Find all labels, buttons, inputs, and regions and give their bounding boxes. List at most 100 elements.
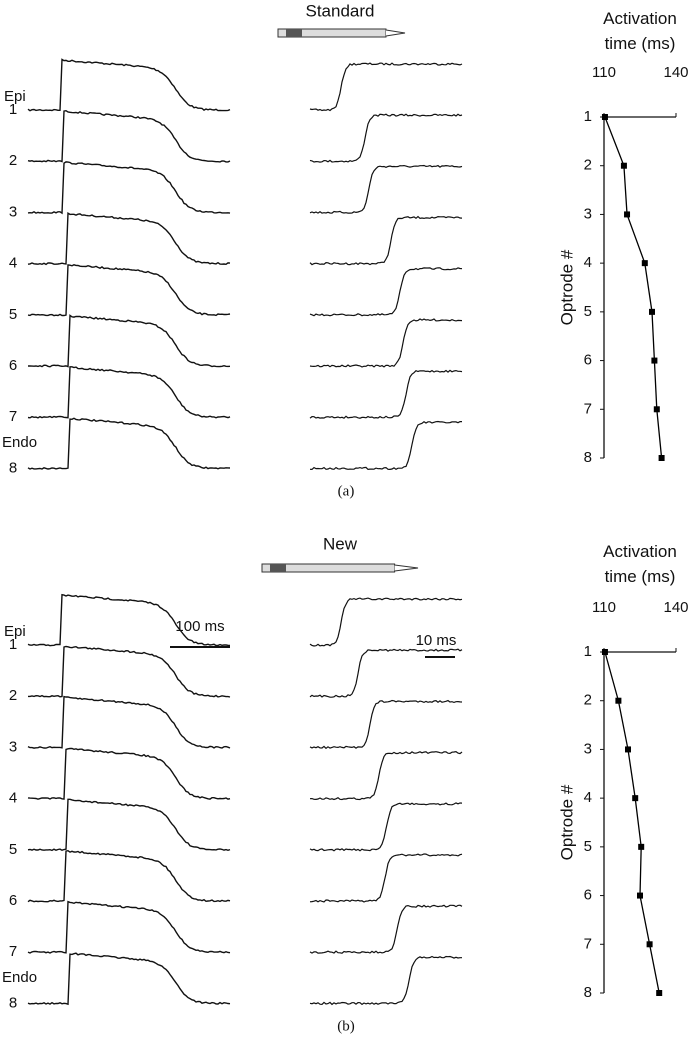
activation-point: [624, 211, 631, 218]
x-tick-label: 140: [663, 599, 688, 616]
y-tick-label: 6: [584, 352, 592, 369]
x-tick-label: 110: [592, 599, 616, 616]
x-tick-label: 110: [592, 64, 616, 81]
probe-tip: [394, 564, 419, 572]
activation-point: [625, 746, 631, 753]
y-tick-label: 3: [584, 205, 592, 222]
y-tick-label: 6: [584, 887, 592, 904]
upstroke-trace: [309, 62, 463, 112]
upstroke-trace: [309, 853, 463, 903]
upstroke-trace: [309, 164, 463, 214]
activation-point: [649, 308, 655, 315]
activation-point: [601, 649, 608, 655]
channel-label: 6: [9, 357, 17, 374]
action-potential: [27, 695, 231, 749]
y-tick-label: 5: [584, 303, 592, 320]
action-potential: [28, 314, 231, 368]
upstroke-trace: [309, 318, 463, 368]
surface-label: Endo: [2, 434, 37, 451]
probe-title: New: [323, 534, 358, 553]
x-tick-label: 140: [663, 64, 688, 81]
activation-point: [632, 795, 639, 802]
activation-point: [601, 114, 608, 120]
activation-point: [638, 843, 645, 850]
activation-point: [620, 162, 627, 169]
surface-label: Endo: [2, 969, 37, 986]
upstroke-trace: [309, 802, 463, 852]
channel-label: 1: [9, 636, 17, 653]
upstroke-trace: [309, 750, 463, 801]
activation-line: [604, 116, 663, 459]
activation-point: [658, 455, 665, 461]
axis-title: Activation time (ms): [603, 9, 677, 53]
channel-label: 6: [9, 892, 17, 909]
y-tick-label: 2: [584, 692, 592, 709]
channel-label: 4: [9, 255, 17, 272]
y-tick-label: 5: [584, 838, 592, 855]
channel-label: 3: [9, 738, 17, 755]
activation-point: [653, 406, 660, 413]
y-tick-label: 1: [584, 108, 592, 125]
action-potential: [28, 645, 231, 698]
axis-title: Activation time (ms): [603, 542, 677, 586]
activation-point: [646, 941, 653, 948]
upstroke-trace: [309, 215, 463, 266]
channel-label: 2: [9, 152, 17, 169]
action-potential: [27, 798, 231, 852]
surface-label: Epi: [4, 88, 26, 105]
action-potential: [27, 849, 231, 903]
y-axis-label: Optrode #: [557, 784, 576, 860]
channel-label: 5: [9, 306, 17, 323]
upstroke-trace: [309, 648, 463, 698]
channel-label: 5: [9, 841, 17, 858]
action-potential: [27, 211, 231, 266]
y-tick-label: 4: [584, 254, 592, 271]
upstroke-trace: [309, 955, 462, 1006]
y-tick-label: 8: [584, 984, 592, 1001]
y-tick-label: 2: [584, 157, 592, 174]
activation-point: [641, 260, 648, 267]
scale-label: 10 ms: [416, 632, 457, 649]
activation-point: [651, 357, 658, 364]
upstroke-trace: [309, 113, 463, 163]
upstroke-trace: [309, 420, 462, 471]
action-potential: [27, 417, 231, 470]
activation-point: [656, 990, 663, 996]
action-potential: [27, 161, 231, 215]
channel-label: 8: [9, 994, 17, 1011]
action-potential: [27, 952, 231, 1006]
y-tick-label: 7: [584, 400, 592, 417]
action-potential: [27, 366, 231, 419]
upstroke-trace: [309, 597, 463, 647]
scale-label: 100 ms: [175, 618, 224, 635]
channel-label: 3: [9, 203, 17, 220]
channel-label: 7: [9, 408, 17, 425]
upstroke-trace: [309, 369, 463, 419]
probe-tip: [385, 29, 406, 37]
caption: (b): [337, 1018, 355, 1034]
probe-band: [286, 29, 302, 37]
y-axis-label: Optrode #: [557, 249, 576, 325]
action-potential: [27, 109, 231, 163]
y-tick-label: 4: [584, 789, 592, 806]
action-potential: [27, 900, 231, 954]
channel-label: 4: [9, 790, 17, 807]
channel-label: 8: [9, 459, 17, 476]
channel-label: 7: [9, 943, 17, 960]
upstroke-trace: [309, 904, 463, 954]
channel-label: 2: [9, 687, 17, 704]
activation-point: [615, 697, 622, 704]
action-potential: [27, 264, 231, 317]
action-potential: [27, 593, 231, 647]
y-tick-label: 8: [584, 449, 592, 466]
upstroke-trace: [309, 267, 463, 317]
upstroke-trace: [309, 699, 463, 750]
activation-line: [604, 651, 660, 994]
surface-label: Epi: [4, 623, 26, 640]
y-tick-label: 1: [584, 643, 592, 660]
y-tick-label: 7: [584, 935, 592, 952]
caption: (a): [338, 483, 355, 499]
activation-point: [637, 892, 643, 899]
